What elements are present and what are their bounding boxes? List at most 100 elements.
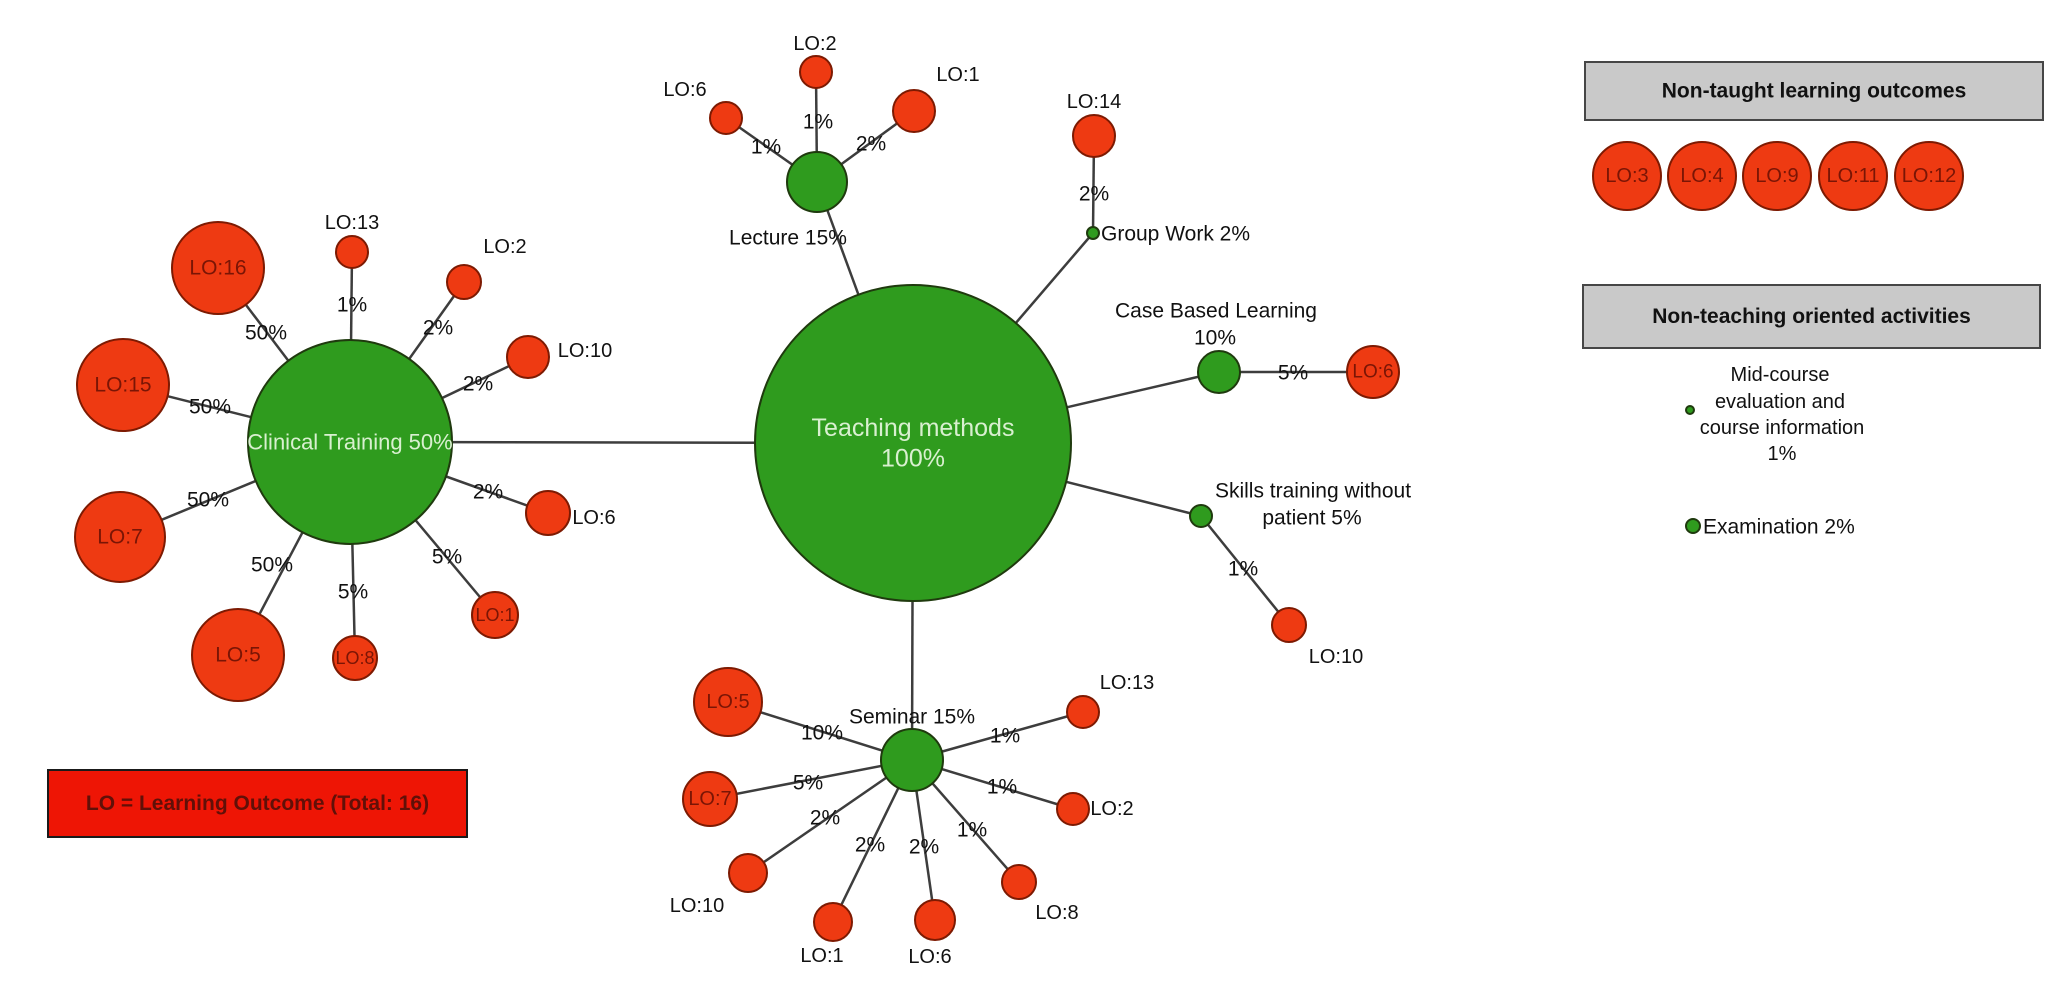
activity-label-1: evaluation and <box>1715 391 1845 413</box>
edge-label-clinical-training-ct-lo1: 5% <box>432 546 462 569</box>
panel-header-non-teaching: Non-teaching oriented activities <box>1652 305 1971 328</box>
diagram-label-12: LO:2 <box>793 33 836 55</box>
activity-label-0: Mid-course <box>1731 364 1830 386</box>
node-cbl-lo6 <box>1346 345 1400 399</box>
node-label-ct-lo7: LO:7 <box>97 526 143 549</box>
diagram-label-10: LO:6 <box>572 507 615 529</box>
node-label-teaching-methods: 100% <box>881 444 945 472</box>
legend-box <box>47 769 468 838</box>
edge-seminar-sem-lo10 <box>747 758 913 875</box>
edge-label-skills-dot-sk-lo10: 1% <box>1228 558 1258 581</box>
node-ct-lo10 <box>506 335 550 379</box>
edge-label-clinical-training-ct-lo16: 50% <box>245 322 287 345</box>
node-label-nt-lo3: LO:3 <box>1605 165 1648 187</box>
node-sem-lo10 <box>728 853 768 893</box>
node-label-clinical-training: Clinical Training 50% <box>247 430 452 455</box>
node-mid-course-dot <box>1685 405 1695 415</box>
node-ct-lo15 <box>76 338 170 432</box>
node-lec-lo2 <box>799 55 833 89</box>
diagram-label-18: LO:6 <box>908 946 951 968</box>
edge-label-clinical-training-ct-lo6: 2% <box>473 481 503 504</box>
node-label-ct-lo15: LO:15 <box>94 374 151 397</box>
labels-layer: Lecture 15% Seminar 15% Group Work 2% Case … <box>187 33 1411 968</box>
edge-label-seminar-sem-lo10: 2% <box>810 807 840 830</box>
node-label-ct-lo1: LO:1 <box>475 605 514 625</box>
node-nt-lo12 <box>1894 141 1964 211</box>
node-ct-lo6 <box>525 490 571 536</box>
panel-header-box-non-taught <box>1584 61 2044 121</box>
node-lecture <box>786 151 848 213</box>
panel-header-box-non-teaching <box>1582 284 2041 349</box>
diagram-label-5: Skills training without <box>1215 480 1411 503</box>
panel-header-non-taught: Non-taught learning outcomes <box>1662 80 1967 103</box>
diagram-label-8: LO:2 <box>483 236 526 258</box>
edge-label-lecture-lec-lo6: 1% <box>751 136 781 159</box>
diagram-label-14: LO:14 <box>1067 91 1121 113</box>
activity-label-2: course information <box>1700 417 1865 439</box>
node-ct-lo13 <box>335 235 369 269</box>
node-group-work-dot <box>1086 226 1100 240</box>
edge-label-clinical-training-ct-lo15: 50% <box>189 396 231 419</box>
node-sk-lo10 <box>1271 607 1307 643</box>
edge-label-lecture-lec-lo2: 1% <box>803 111 833 134</box>
diagram-label-3: Case Based Learning <box>1115 300 1317 323</box>
edge-label-seminar-sem-lo13: 1% <box>990 725 1020 748</box>
node-lec-lo1 <box>892 89 936 133</box>
node-sem-lo8 <box>1001 864 1037 900</box>
diagram-label-4: 10% <box>1194 327 1236 350</box>
node-label-ct-lo8: LO:8 <box>335 648 374 668</box>
diagram-label-20: LO:2 <box>1090 798 1133 820</box>
node-label-ct-lo5: LO:5 <box>215 644 261 667</box>
node-label-sem-lo7: LO:7 <box>688 788 731 810</box>
diagram-label-13: LO:1 <box>936 64 979 86</box>
node-label-ct-lo16: LO:16 <box>189 257 246 280</box>
edge-label-seminar-sem-lo6: 2% <box>909 836 939 859</box>
node-case-based-learning <box>1197 350 1241 394</box>
diagram-label-6: patient 5% <box>1262 507 1361 530</box>
node-label-nt-lo12: LO:12 <box>1902 165 1956 187</box>
diagram-label-21: LO:13 <box>1100 672 1154 694</box>
edge-label-lecture-lec-lo1: 2% <box>856 133 886 156</box>
node-ct-lo8 <box>332 635 378 681</box>
node-skills-dot <box>1189 504 1213 528</box>
node-label-nt-lo9: LO:9 <box>1755 165 1798 187</box>
node-ct-lo16 <box>171 221 265 315</box>
diagram-label-7: LO:13 <box>325 212 379 234</box>
node-seminar <box>880 728 944 792</box>
edge-skills-dot-sk-lo10 <box>1200 515 1290 626</box>
node-ct-lo2 <box>446 264 482 300</box>
node-nt-lo3 <box>1592 141 1662 211</box>
node-label-cbl-lo6: LO:6 <box>1352 362 1393 383</box>
edge-seminar-sem-lo7 <box>709 758 913 801</box>
diagram-label-2: Group Work 2% <box>1101 223 1250 246</box>
diagram-label-11: LO:6 <box>663 79 706 101</box>
node-lec-lo6 <box>709 101 743 135</box>
diagram-label-15: LO:10 <box>1309 646 1363 668</box>
edge-label-group-work-dot-gw-lo14: 2% <box>1079 183 1109 206</box>
edge-label-seminar-sem-lo1: 2% <box>855 834 885 857</box>
edge-label-clinical-training-ct-lo13: 1% <box>337 294 367 317</box>
node-nt-lo4 <box>1667 141 1737 211</box>
edge-label-seminar-sem-lo8: 1% <box>957 819 987 842</box>
node-gw-lo14 <box>1072 114 1116 158</box>
edge-label-seminar-sem-lo7: 5% <box>793 772 823 795</box>
node-nt-lo11 <box>1818 141 1888 211</box>
edge-label-seminar-sem-lo5: 10% <box>801 722 843 745</box>
diagram-label-0: Lecture 15% <box>729 227 847 250</box>
node-ct-lo5 <box>191 608 285 702</box>
diagram-label-9: LO:10 <box>558 340 612 362</box>
node-sem-lo6 <box>914 899 956 941</box>
edge-label-clinical-training-ct-lo8: 5% <box>338 581 368 604</box>
legend-text: LO = Learning Outcome (Total: 16) <box>86 792 429 815</box>
edge-label-clinical-training-ct-lo5: 50% <box>251 554 293 577</box>
diagram-label-1: Seminar 15% <box>849 706 975 729</box>
node-label-teaching-methods: Teaching methods <box>812 414 1015 442</box>
edge-label-case-based-learning-cbl-lo6: 5% <box>1278 362 1308 385</box>
node-sem-lo13 <box>1066 695 1100 729</box>
node-ct-lo7 <box>74 491 166 583</box>
diagram-label-17: LO:1 <box>800 945 843 967</box>
activity-label-3: 1% <box>1768 443 1797 465</box>
